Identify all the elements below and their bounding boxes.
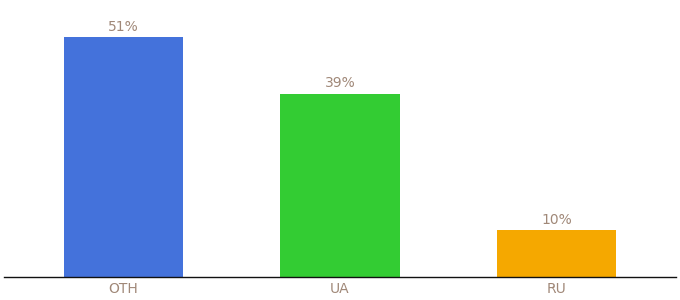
Bar (64, 37, 183, 277)
Bar (497, 230, 616, 277)
Text: 39%: 39% (324, 76, 356, 90)
Bar (280, 94, 400, 277)
Text: 10%: 10% (541, 213, 572, 226)
Text: 51%: 51% (108, 20, 139, 34)
